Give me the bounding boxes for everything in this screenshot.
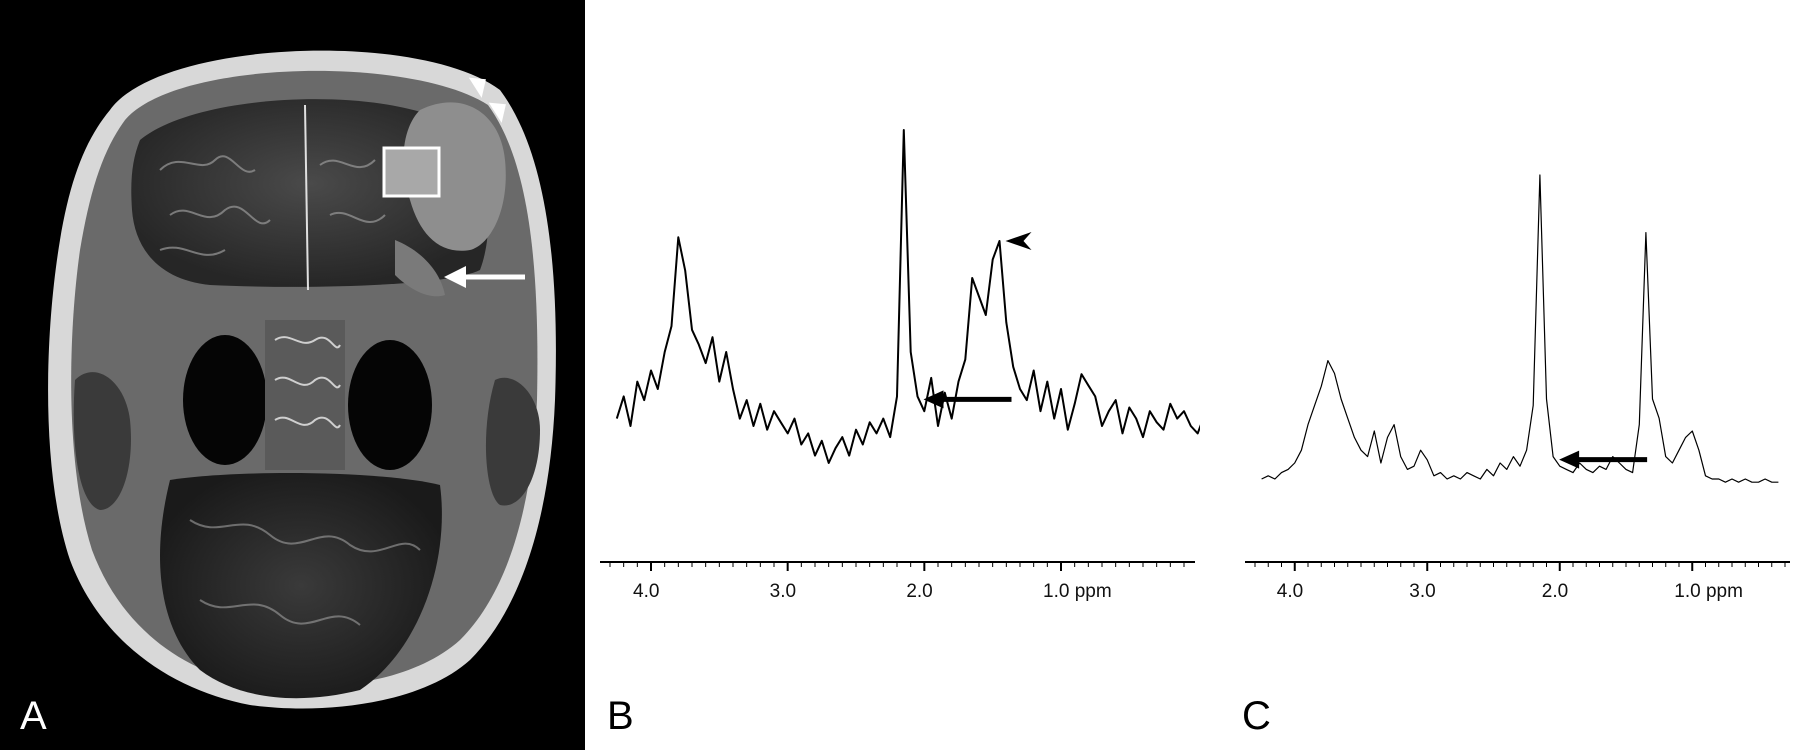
panel-label-c: C <box>1242 694 1271 738</box>
black-arrowhead <box>1005 232 1032 250</box>
spectrum-line <box>615 129 1200 464</box>
tick-label: 2.0 <box>906 581 932 602</box>
spectrum-chart-b: 4.0 3.0 2.0 1.0 ppm <box>600 129 1200 602</box>
mri-panel: A <box>0 0 585 750</box>
spectrum-chart-c: 4.0 3.0 2.0 1.0 ppm <box>1245 174 1790 602</box>
gyri-pattern <box>159 155 386 256</box>
brain-region <box>131 99 489 287</box>
white-arrowhead-upper <box>468 77 486 98</box>
voxel-roi-box <box>382 146 441 198</box>
tick-label: 3.0 <box>770 581 796 602</box>
white-arrow <box>444 266 525 288</box>
white-arrowhead-lower <box>488 102 506 123</box>
tick-label: 4.0 <box>633 581 659 602</box>
tick-label: 1.0 ppm <box>1674 581 1743 602</box>
mri-image <box>48 50 556 709</box>
midline-falx <box>304 104 309 291</box>
tick-label: 2.0 <box>1542 581 1568 602</box>
tick-label: 4.0 <box>1277 581 1303 602</box>
spectrum-panel-b: 4.0 3.0 2.0 1.0 ppm B <box>585 0 1200 750</box>
right-orbit <box>348 340 432 470</box>
spectrum-panel-c: 4.0 3.0 2.0 1.0 ppm C <box>1200 0 1800 750</box>
left-orbit <box>183 335 267 465</box>
spectrum-line <box>1261 174 1779 483</box>
panel-label-b: B <box>607 694 634 738</box>
lower-face <box>160 473 442 699</box>
nasal-cavity <box>265 320 345 470</box>
tick-label: 3.0 <box>1409 581 1435 602</box>
lesion <box>403 102 506 251</box>
black-arrow <box>923 390 1012 409</box>
panel-label-a: A <box>20 694 47 738</box>
tick-label: 1.0 ppm <box>1043 581 1112 602</box>
black-arrow <box>1559 450 1648 469</box>
